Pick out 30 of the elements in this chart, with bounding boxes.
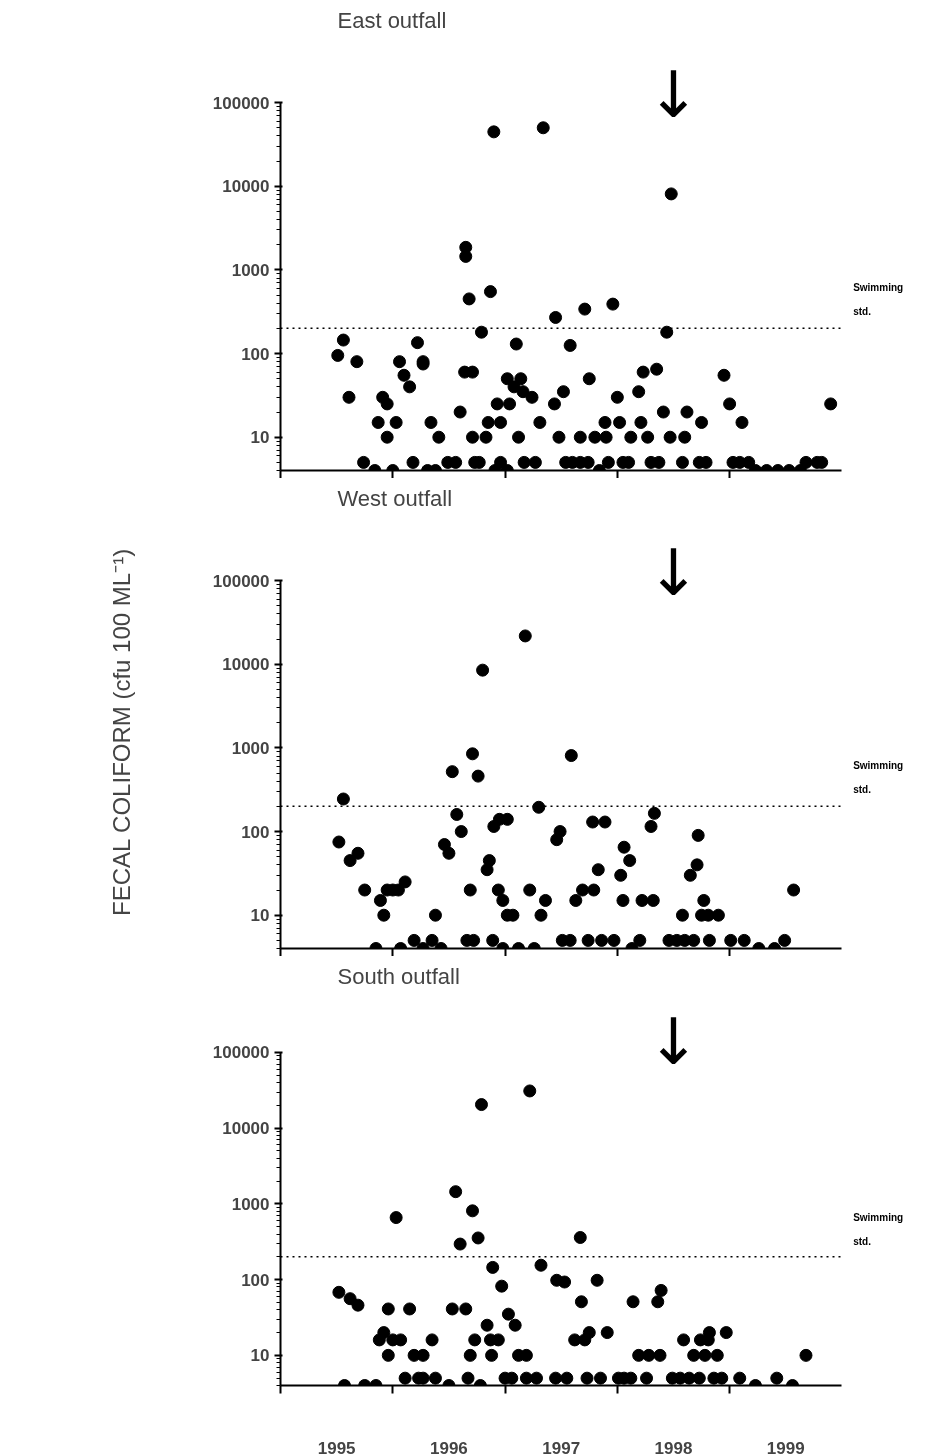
y-tick-label: 10 bbox=[250, 906, 270, 926]
x-tick-label: 1998 bbox=[654, 1438, 693, 1455]
y-tick-label: 10000 bbox=[222, 1119, 270, 1139]
y-tick-label: 100000 bbox=[212, 93, 270, 113]
x-tick-label: 1999 bbox=[766, 1438, 805, 1455]
annotation: ↓ bbox=[646, 1004, 701, 1079]
y-tick-label: 10000 bbox=[222, 655, 270, 675]
x-tick-label: 1997 bbox=[542, 1438, 581, 1455]
y-tick-label: 10000 bbox=[222, 177, 270, 197]
y-tick-label: 100 bbox=[241, 344, 270, 364]
text: Swimming std. bbox=[853, 282, 904, 318]
y-axis-title: FECAL COLIFORM (cfu 100 ML⁻¹) bbox=[107, 548, 135, 917]
annotation: ↓ bbox=[646, 57, 701, 132]
annotation: ↓ bbox=[646, 535, 701, 610]
y-tick-label: 10 bbox=[250, 428, 270, 448]
chart-title: East outfall bbox=[337, 7, 447, 33]
text: Swimming std. bbox=[853, 760, 904, 796]
chart-title: South outfall bbox=[337, 963, 460, 989]
y-tick-label: 1000 bbox=[231, 738, 270, 758]
y-tick-label: 100000 bbox=[212, 1043, 270, 1063]
x-tick-label: 1995 bbox=[317, 1438, 356, 1455]
y-tick-label: 1000 bbox=[231, 1194, 270, 1214]
chart-title: West outfall bbox=[337, 485, 453, 511]
x-tick-label: 1996 bbox=[430, 1438, 468, 1455]
y-tick-label: 1000 bbox=[231, 260, 270, 280]
y-tick-label: 100 bbox=[241, 822, 270, 842]
y-tick-label: 100 bbox=[241, 1270, 270, 1290]
y-tick-label: 10 bbox=[250, 1346, 270, 1366]
text: Swimming std. bbox=[853, 1211, 904, 1247]
y-tick-label: 100000 bbox=[212, 571, 270, 591]
